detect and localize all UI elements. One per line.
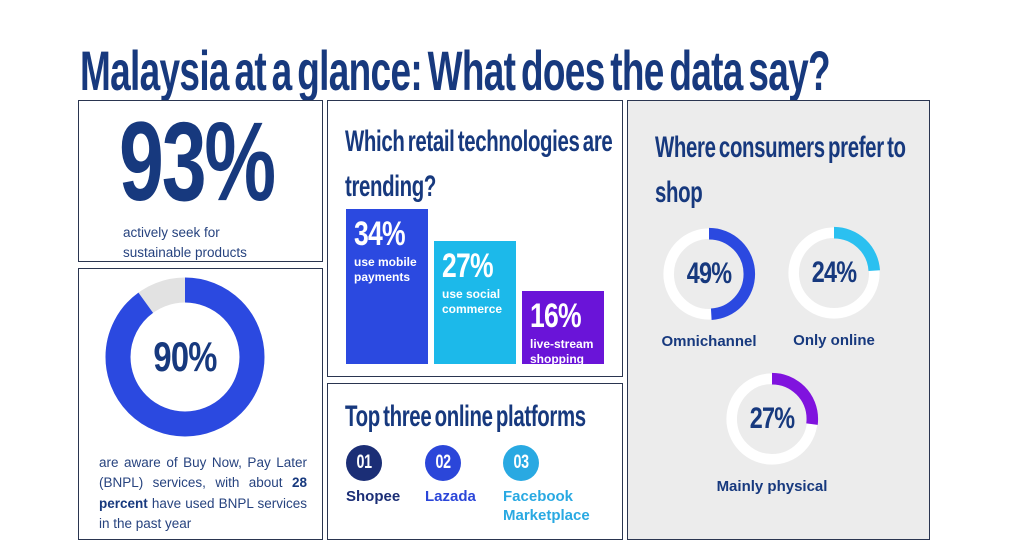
bnpl-caption-bold: 28 percent — [99, 475, 307, 511]
bar-social-commerce-value: 27% — [442, 247, 494, 285]
retail-tech-card: Which retail technologies are trending? … — [327, 100, 623, 377]
ring-omnichannel-arc — [662, 227, 756, 321]
retail-tech-bar-chart: 34% use mobile payments 27% use social c… — [346, 209, 604, 366]
ring-omnichannel-label: Omnichannel — [661, 333, 757, 350]
sustainable-stat-value: 93% — [119, 99, 276, 224]
ring-mainly-physical-label: Mainly physical — [716, 478, 828, 495]
bar-livestream-shopping: 16% live-stream shopping — [522, 291, 604, 366]
rank-2-badge: 02 — [425, 445, 461, 481]
platform-name-shopee: Shopee — [346, 488, 401, 505]
platform-item-facebook-marketplace: 03 Facebook Marketplace — [503, 445, 611, 526]
ring-mainly-physical-svg — [725, 372, 819, 466]
rank-1-number: 01 — [356, 452, 372, 473]
rank-3-number: 03 — [513, 452, 529, 473]
page-title: Malaysia at a glance: What does the data… — [80, 39, 831, 102]
ring-only-online: 24% Only online — [769, 225, 899, 349]
top-platforms-card: Top three online platforms 01 Shopee 02 … — [327, 383, 623, 540]
bnpl-donut-svg — [105, 277, 265, 437]
ring-only-online-value: 24% — [811, 256, 857, 289]
platform-item-shopee: 01 Shopee — [346, 445, 416, 507]
bar-mobile-payments-value: 34% — [354, 215, 406, 253]
bnpl-caption-pre: are aware of Buy Now, Pay Later (BNPL) s… — [99, 455, 307, 491]
bar-livestream-shopping-value: 16% — [530, 297, 582, 335]
ring-omnichannel: 49% Omnichannel — [644, 226, 774, 350]
ring-omnichannel-svg — [662, 227, 756, 321]
retail-tech-heading: Which retail technologies are trending? — [345, 125, 613, 203]
top-platforms-heading: Top three online platforms — [345, 400, 586, 433]
platform-name-lazada: Lazada — [425, 488, 476, 505]
bnpl-donut-arc — [105, 277, 265, 437]
bar-mobile-payments: 34% use mobile payments — [346, 209, 428, 364]
bnpl-donut-value: 90% — [153, 333, 217, 380]
bnpl-donut-chart: 90% — [105, 277, 265, 437]
platform-name-facebook-marketplace: Facebook Marketplace — [503, 488, 590, 524]
sustainable-stat-card: 93% actively seek for sustainable produc… — [78, 100, 323, 262]
shopping-preference-panel: Where consumers prefer to shop 49% Omnic… — [627, 100, 930, 540]
rank-1-badge: 01 — [346, 445, 382, 481]
ring-omnichannel-value: 49% — [686, 257, 732, 290]
bar-mobile-payments-label: use mobile payments — [354, 254, 417, 284]
ring-only-online-svg — [787, 226, 881, 320]
bar-social-commerce: 27% use social commerce — [434, 241, 516, 364]
bar-livestream-shopping-label: live-stream shopping — [530, 336, 594, 366]
shopping-preference-heading: Where consumers prefer to shop — [655, 131, 906, 209]
rank-3-badge: 03 — [503, 445, 539, 481]
ring-only-online-arc — [787, 226, 881, 320]
bnpl-caption-post: have used BNPL services in the past year — [99, 495, 307, 531]
ring-mainly-physical-arc — [725, 372, 819, 466]
ring-mainly-physical-value: 27% — [749, 402, 795, 435]
ring-mainly-physical: 27% Mainly physical — [707, 371, 837, 495]
bnpl-caption: are aware of Buy Now, Pay Later (BNPL) s… — [99, 453, 307, 534]
ring-only-online-label: Only online — [793, 332, 875, 349]
rank-2-number: 02 — [435, 452, 451, 473]
sustainable-stat-caption: actively seek for sustainable products — [123, 225, 247, 260]
platform-item-lazada: 02 Lazada — [425, 445, 495, 507]
bar-social-commerce-label: use social commerce — [442, 286, 503, 316]
bnpl-donut-card: 90% are aware of Buy Now, Pay Later (BNP… — [78, 268, 323, 540]
